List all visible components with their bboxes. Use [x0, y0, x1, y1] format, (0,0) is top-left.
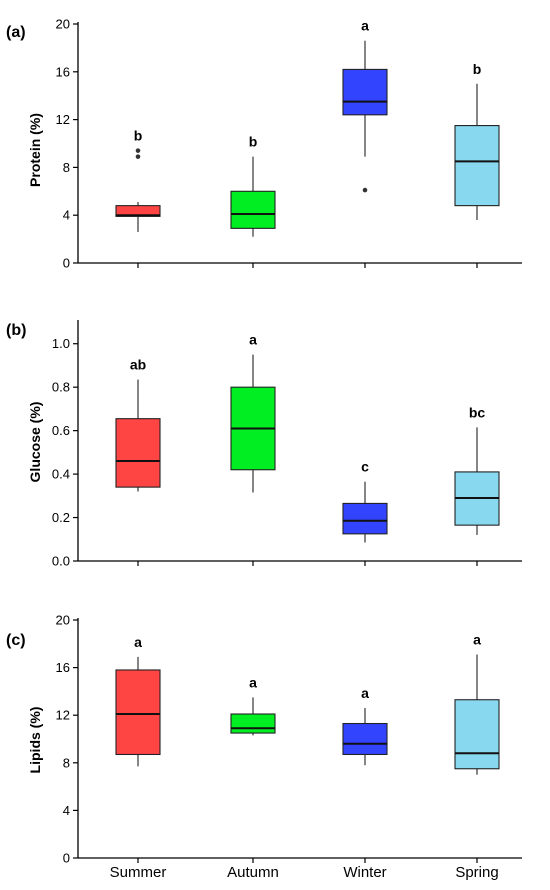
- box-spring: b: [454, 61, 500, 220]
- outlier-point: [362, 187, 368, 193]
- panel-label: (b): [6, 322, 26, 339]
- panel-2: (b) Glucose (%) 0.0 0.2 0.4 0.6 0.8 1.0 ab a c bc: [6, 320, 522, 569]
- y-axis-label: Glucose (%): [27, 402, 43, 483]
- significance-letter: ab: [130, 357, 146, 373]
- box-body: [454, 699, 500, 770]
- box-winter: a: [342, 685, 388, 766]
- y-tick-label: 16: [56, 660, 70, 675]
- box-body: [342, 502, 388, 535]
- outlier-point: [135, 154, 141, 159]
- x-category-label: Summer: [110, 864, 167, 881]
- y-axis-label: Lipids (%): [27, 707, 43, 774]
- y-tick-label: 20: [56, 17, 70, 32]
- y-tick-label: 0.4: [52, 467, 70, 482]
- x-category-label: Autumn: [227, 864, 279, 881]
- box-body: [342, 722, 388, 756]
- box-body: [230, 713, 276, 734]
- significance-letter: a: [249, 674, 257, 690]
- box-autumn: a: [230, 674, 276, 736]
- box-body: [115, 669, 161, 756]
- y-tick-label: 16: [56, 64, 70, 79]
- box-winter: a: [342, 18, 388, 193]
- box-autumn: a: [230, 332, 276, 493]
- y-tick-label: 4: [63, 208, 70, 223]
- y-tick-label: 8: [63, 755, 70, 770]
- y-tick-label: 1.0: [52, 336, 70, 351]
- significance-letter: c: [361, 459, 369, 475]
- y-tick-label: 0: [63, 851, 70, 866]
- significance-letter: b: [473, 61, 482, 77]
- outlier-point: [135, 148, 141, 153]
- significance-letter: a: [473, 632, 481, 648]
- box-body: [342, 68, 388, 116]
- significance-letter: a: [361, 685, 369, 701]
- y-tick-label: 12: [56, 708, 70, 723]
- box-winter: c: [342, 459, 388, 543]
- significance-letter: b: [249, 134, 258, 150]
- y-tick-label: 20: [56, 613, 70, 628]
- significance-letter: a: [249, 332, 257, 348]
- y-tick-label: 0.6: [52, 423, 70, 438]
- box-body: [454, 125, 500, 207]
- panel-3: (c) Lipids (%) 0 4 8 12 16 20 a a a a Summer Autumn Wi…: [6, 613, 522, 881]
- x-category-label: Winter: [343, 864, 386, 881]
- y-tick-label: 4: [63, 803, 70, 818]
- panel-label: (a): [6, 24, 26, 41]
- y-tick-label: 0: [63, 256, 70, 271]
- panel-label: (c): [6, 632, 26, 649]
- y-tick-label: 0.2: [52, 510, 70, 525]
- box-body: [115, 205, 161, 217]
- box-autumn: b: [230, 134, 276, 237]
- box-body: [230, 190, 276, 229]
- box-summer: ab: [115, 357, 161, 492]
- box-body: [115, 418, 161, 488]
- significance-letter: b: [134, 128, 143, 144]
- significance-letter: a: [361, 18, 369, 34]
- y-tick-label: 0.0: [52, 554, 70, 569]
- box-spring: a: [454, 632, 500, 775]
- significance-letter: a: [134, 634, 142, 650]
- y-tick-label: 8: [63, 160, 70, 175]
- box-spring: bc: [454, 404, 500, 535]
- x-category-label: Spring: [455, 864, 498, 881]
- y-axis-label: Protein (%): [27, 113, 43, 187]
- y-tick-label: 0.8: [52, 380, 70, 395]
- panel-1: (a) Protein (%) 0 4 8 12 16 20 b b a b: [6, 17, 522, 271]
- box-summer: a: [115, 634, 161, 767]
- y-tick-label: 12: [56, 112, 70, 127]
- box-summer: b: [115, 128, 161, 232]
- significance-letter: bc: [469, 404, 486, 420]
